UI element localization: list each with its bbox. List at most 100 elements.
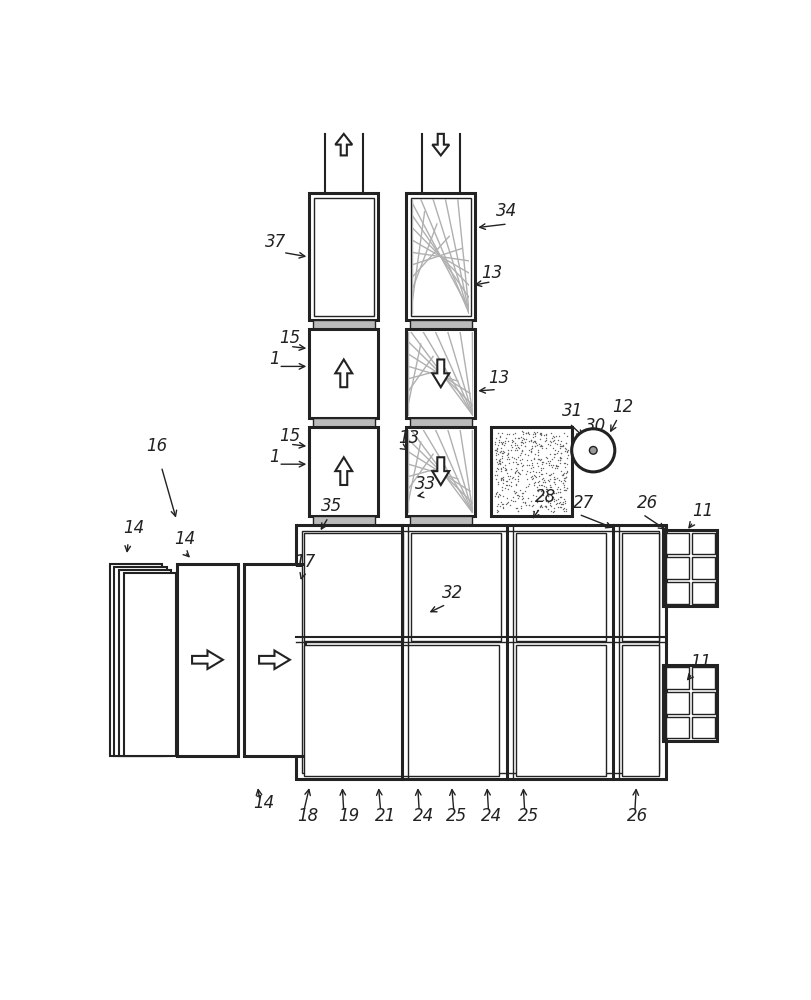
Point xyxy=(532,425,545,441)
Text: 25: 25 xyxy=(517,807,539,825)
Point xyxy=(490,502,503,518)
Point xyxy=(496,471,508,487)
Point xyxy=(505,432,518,448)
Text: 13: 13 xyxy=(480,264,501,282)
Point xyxy=(495,445,508,461)
Point xyxy=(513,488,526,504)
Point xyxy=(537,478,550,494)
Point xyxy=(546,465,559,481)
Point xyxy=(536,454,549,470)
Point xyxy=(560,464,573,480)
Point xyxy=(491,432,504,448)
Point xyxy=(526,457,539,473)
Point xyxy=(535,471,548,487)
Point xyxy=(489,485,502,501)
Point xyxy=(548,446,561,462)
Point xyxy=(496,499,508,515)
Point xyxy=(543,477,556,493)
Point xyxy=(553,438,566,454)
Point xyxy=(498,480,511,496)
Point xyxy=(513,482,526,498)
Point xyxy=(508,476,521,492)
Point xyxy=(526,503,539,519)
Text: 31: 31 xyxy=(561,402,582,420)
Point xyxy=(547,429,560,445)
Point xyxy=(516,424,529,440)
Point xyxy=(559,465,572,481)
Point xyxy=(541,494,554,510)
Point xyxy=(498,433,511,449)
Point xyxy=(559,503,572,519)
Point xyxy=(489,442,502,458)
Point xyxy=(509,500,522,516)
Point xyxy=(496,472,508,488)
Bar xyxy=(410,533,500,641)
Point xyxy=(496,488,509,504)
Point xyxy=(493,444,506,460)
Point xyxy=(529,488,542,504)
Point xyxy=(558,495,571,511)
Point xyxy=(490,454,503,470)
Point xyxy=(557,479,570,495)
Point xyxy=(534,477,547,493)
Text: 24: 24 xyxy=(480,807,501,825)
Point xyxy=(500,465,513,481)
Point xyxy=(548,428,561,444)
Bar xyxy=(665,717,688,738)
Point xyxy=(491,488,504,504)
Point xyxy=(494,434,507,450)
Point xyxy=(557,482,570,498)
Point xyxy=(557,455,570,471)
Point xyxy=(505,470,518,486)
Point xyxy=(493,487,506,503)
Point xyxy=(543,497,556,513)
Point xyxy=(528,446,541,462)
Point xyxy=(492,486,505,502)
Text: 17: 17 xyxy=(294,553,315,571)
Point xyxy=(556,437,569,453)
Bar xyxy=(665,582,688,604)
Point xyxy=(542,467,555,483)
Polygon shape xyxy=(431,134,448,155)
Point xyxy=(530,469,543,485)
Point xyxy=(559,469,572,485)
Point xyxy=(544,479,557,495)
Point xyxy=(559,441,572,457)
Point xyxy=(537,472,550,488)
Text: 18: 18 xyxy=(297,807,319,825)
Point xyxy=(491,455,504,471)
Point xyxy=(543,453,556,469)
Point xyxy=(521,447,534,463)
Point xyxy=(534,425,547,441)
Point xyxy=(536,492,549,508)
Point xyxy=(557,425,570,441)
Point xyxy=(504,461,517,477)
Point xyxy=(547,503,560,519)
Point xyxy=(502,426,515,442)
Point xyxy=(506,493,519,509)
Point xyxy=(548,476,561,492)
Point xyxy=(534,454,547,470)
Point xyxy=(556,501,569,517)
Bar xyxy=(691,717,714,738)
Point xyxy=(539,465,552,481)
Point xyxy=(528,438,541,454)
Point xyxy=(539,432,552,448)
Point xyxy=(495,435,508,451)
Point xyxy=(519,497,532,513)
Point xyxy=(508,493,521,509)
Point xyxy=(535,438,548,454)
Point xyxy=(491,452,504,468)
Point xyxy=(539,479,551,495)
Text: 1: 1 xyxy=(268,350,279,368)
Point xyxy=(529,435,542,451)
Bar xyxy=(410,418,471,427)
Point xyxy=(495,448,508,464)
Text: 1: 1 xyxy=(268,448,279,466)
Bar xyxy=(410,320,471,329)
Point xyxy=(523,464,536,480)
Point xyxy=(505,434,518,450)
Text: 15: 15 xyxy=(279,329,300,347)
Bar xyxy=(691,582,714,604)
Text: 33: 33 xyxy=(415,475,436,493)
